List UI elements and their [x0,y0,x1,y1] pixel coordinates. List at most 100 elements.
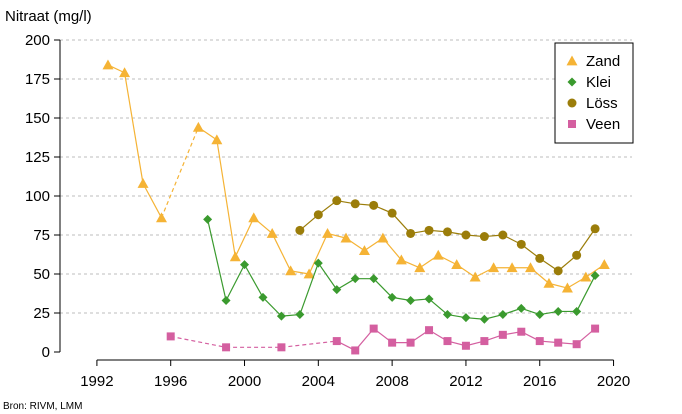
data-point [506,262,518,273]
y-tick-label: 150 [25,110,50,127]
data-point [424,225,434,235]
data-point [451,259,463,270]
data-point [443,337,452,346]
data-point [488,262,500,273]
legend-marker [566,55,578,66]
y-axis-label: Nitraat (mg/l) [5,8,92,25]
legend-item-klei: Klei [567,74,611,91]
data-point [553,266,563,276]
data-point [166,332,175,341]
series-line-segment [336,278,356,291]
data-point [498,310,508,320]
data-point [369,200,379,210]
data-point [229,251,241,262]
series-line-segment [142,183,163,219]
data-point [102,59,114,70]
data-point [322,227,334,238]
data-point [387,208,397,218]
data-point [240,260,250,270]
series-line-segment [317,262,338,290]
series-line-segment [373,278,393,298]
series-line-segment [576,228,596,256]
legend-marker [567,77,577,87]
data-point [192,121,204,132]
data-point [406,338,415,347]
legend-marker [567,98,577,108]
legend-item-zand: Zand [566,53,620,70]
data-point [332,196,342,206]
data-point [572,340,581,349]
series-line-segment [216,139,236,257]
series-line-segment [262,296,282,317]
data-point [591,324,600,333]
gridlines [60,39,632,314]
y-tick-label: 75 [33,227,50,244]
data-point [598,259,610,270]
series-line-segment [207,219,227,301]
data-point [313,258,323,268]
data-point [406,296,416,306]
x-tick-label: 1996 [154,373,187,390]
data-point [369,274,379,284]
x-tick-label: 2016 [523,373,556,390]
series-line-segment [243,264,264,298]
x-tick-label: 1992 [80,373,113,390]
data-point [572,306,582,316]
data-point [388,338,397,347]
data-point [590,224,600,234]
data-point [425,326,434,335]
data-point [222,343,231,352]
data-point [369,324,378,333]
data-point [516,303,526,313]
tick-labels: 0 25 50 75 100 125 150 175 200 1992 1996 2000 2004 20… [25,32,630,390]
data-point [590,271,600,281]
data-point [313,210,323,220]
y-tick-label: 100 [25,188,50,205]
data-point [332,285,342,295]
y-tick-label: 0 [42,344,50,361]
data-point [498,330,507,339]
data-point [517,327,526,336]
data-point [553,306,563,316]
data-point [387,292,397,302]
series-line-segment [271,233,292,272]
data-point [442,310,452,320]
data-point [221,296,231,306]
data-point [395,254,407,265]
series-line-segment [281,340,337,348]
series-line-segment [160,127,199,219]
series-line-segment [308,233,329,275]
data-point [155,212,167,223]
data-point [266,227,278,238]
data-point [295,310,305,320]
series-line-segment [428,298,448,316]
data-point [414,262,426,273]
series-line-segment [123,72,144,184]
series-zand [102,59,610,293]
data-point [461,313,471,323]
data-point [461,341,470,350]
series-line-segment [234,217,255,258]
data-point [535,310,545,320]
data-point [572,250,582,260]
data-point [211,134,223,145]
data-point [295,225,305,235]
data-point [406,228,416,238]
data-point [358,245,370,255]
series-klei [203,214,600,324]
y-tick-label: 50 [33,266,50,283]
series-line-segment [170,335,227,348]
data-point [442,227,452,237]
legend-label: Zand [586,53,620,70]
data-point [203,214,213,224]
legend-item-veen: Veen [568,116,620,133]
data-point [543,277,555,288]
data-point [535,337,544,346]
series [102,59,610,355]
data-point [516,239,526,249]
legend: Zand Klei Löss Veen [554,42,634,144]
x-tick-label: 2020 [597,373,630,390]
data-point [277,343,286,352]
axes [54,39,615,366]
